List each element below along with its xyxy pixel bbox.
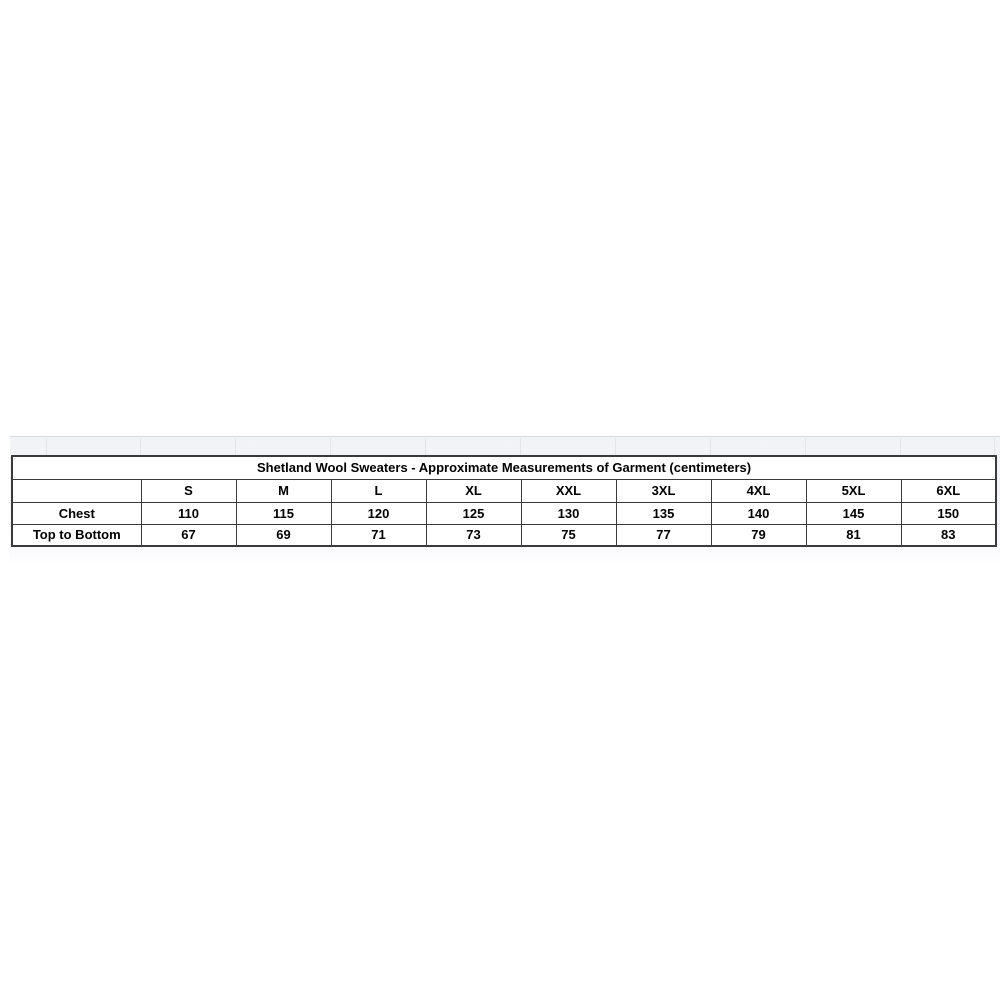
spreadsheet-gridline	[235, 438, 236, 456]
size-header-cell: XL	[425, 478, 522, 503]
measurement-cell: 120	[330, 501, 427, 525]
row-label-cell: Chest	[11, 501, 142, 525]
spreadsheet-gridline	[900, 438, 901, 456]
size-header-cell: 4XL	[710, 478, 807, 503]
size-header-cell: 5XL	[805, 478, 902, 503]
measurement-cell: 71	[330, 523, 427, 547]
measurement-cell: 140	[710, 501, 807, 525]
spreadsheet-gridline	[46, 438, 47, 456]
measurement-cell: 75	[520, 523, 617, 547]
size-header-cell: 6XL	[900, 478, 997, 503]
spreadsheet-gridline	[805, 438, 806, 456]
measurement-cell: 81	[805, 523, 902, 547]
row-label-cell: Top to Bottom	[11, 523, 142, 547]
size-chart-table: Shetland Wool Sweaters - Approximate Mea…	[11, 455, 998, 547]
measurement-cell: 130	[520, 501, 617, 525]
measurement-cell: 83	[900, 523, 997, 547]
measurement-cell: 145	[805, 501, 902, 525]
spreadsheet-gridline	[330, 438, 331, 456]
table-row-chest: Chest 110 115 120 125 130 135 140 145 15…	[11, 501, 997, 525]
size-header-row: S M L XL XXL 3XL 4XL 5XL 6XL	[11, 478, 997, 503]
size-header-cell: L	[330, 478, 427, 503]
measurement-cell: 135	[615, 501, 712, 525]
spreadsheet-gridline	[994, 438, 995, 456]
spreadsheet-gridline	[140, 438, 141, 456]
measurement-cell: 110	[140, 501, 237, 525]
table-title-row: Shetland Wool Sweaters - Approximate Mea…	[11, 455, 997, 480]
spreadsheet-gridline	[710, 438, 711, 456]
measurement-cell: 69	[235, 523, 332, 547]
measurement-cell: 125	[425, 501, 522, 525]
table-title: Shetland Wool Sweaters - Approximate Mea…	[11, 455, 997, 480]
measurement-cell: 67	[140, 523, 237, 547]
size-header-cell: XXL	[520, 478, 617, 503]
size-header-cell: M	[235, 478, 332, 503]
measurement-cell: 77	[615, 523, 712, 547]
corner-cell	[11, 478, 142, 503]
measurement-cell: 79	[710, 523, 807, 547]
table-row-top-to-bottom: Top to Bottom 67 69 71 73 75 77 79 81 83	[11, 523, 997, 547]
measurement-cell: 150	[900, 501, 997, 525]
measurement-cell: 115	[235, 501, 332, 525]
size-header-cell: 3XL	[615, 478, 712, 503]
spreadsheet-gridline	[615, 438, 616, 456]
spreadsheet-gridline	[520, 438, 521, 456]
size-header-cell: S	[140, 478, 237, 503]
spreadsheet-gridline	[425, 438, 426, 456]
measurement-cell: 73	[425, 523, 522, 547]
